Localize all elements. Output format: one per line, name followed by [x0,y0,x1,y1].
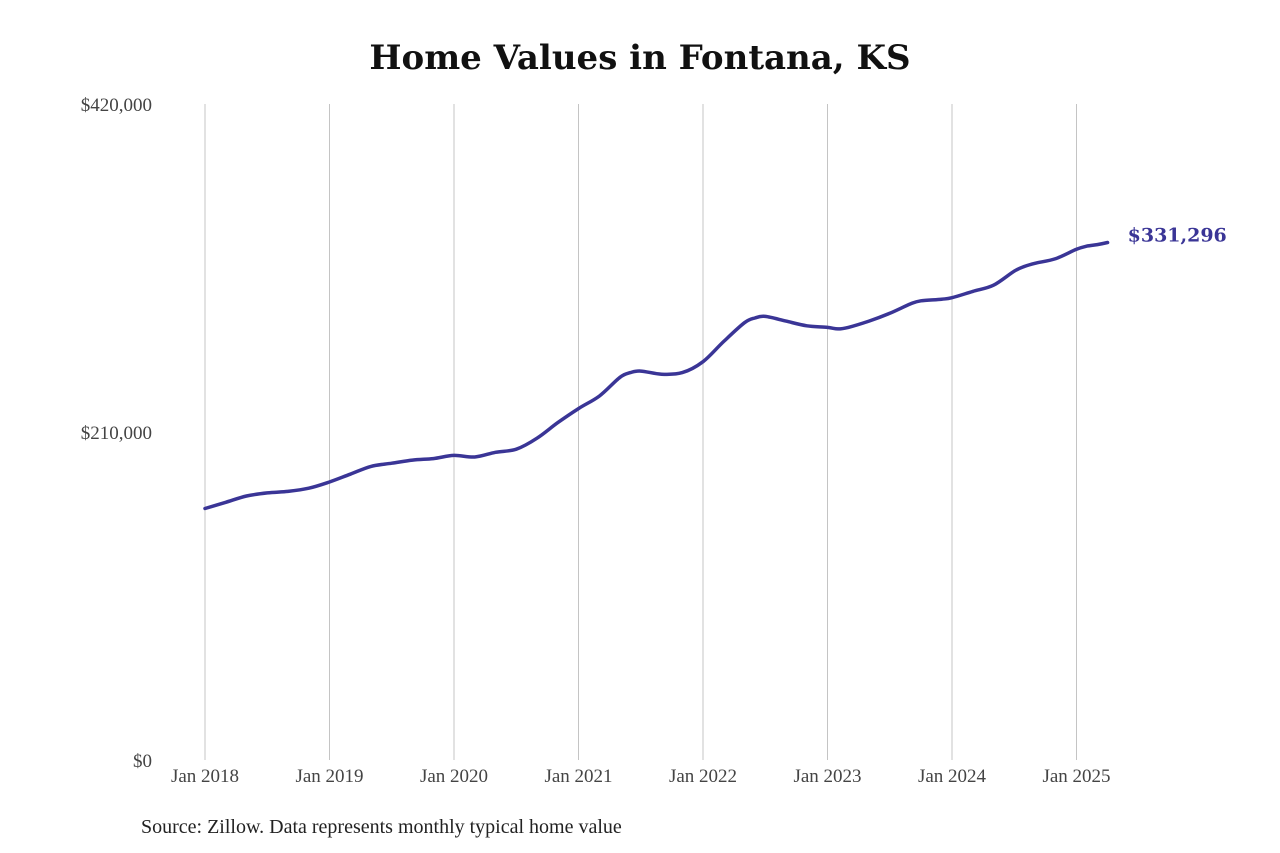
x-tick-label: Jan 2023 [793,766,861,787]
y-tick-label: $210,000 [81,423,152,444]
x-tick-label: Jan 2022 [669,766,737,787]
x-tick-label: Jan 2019 [295,766,363,787]
x-tick-label: Jan 2025 [1042,766,1110,787]
chart-title: Home Values in Fontana, KS [369,38,911,78]
y-tick-label: $0 [133,751,152,772]
x-tick-label: Jan 2018 [171,766,239,787]
x-tick-label: Jan 2021 [544,766,612,787]
end-value-label: $331,296 [1128,225,1227,247]
series-line [203,240,1110,511]
x-tick-label: Jan 2024 [918,766,987,787]
y-tick-label: $420,000 [81,95,152,116]
x-tick-label: Jan 2020 [420,766,488,787]
chart-source-note: Source: Zillow. Data represents monthly … [141,816,622,838]
